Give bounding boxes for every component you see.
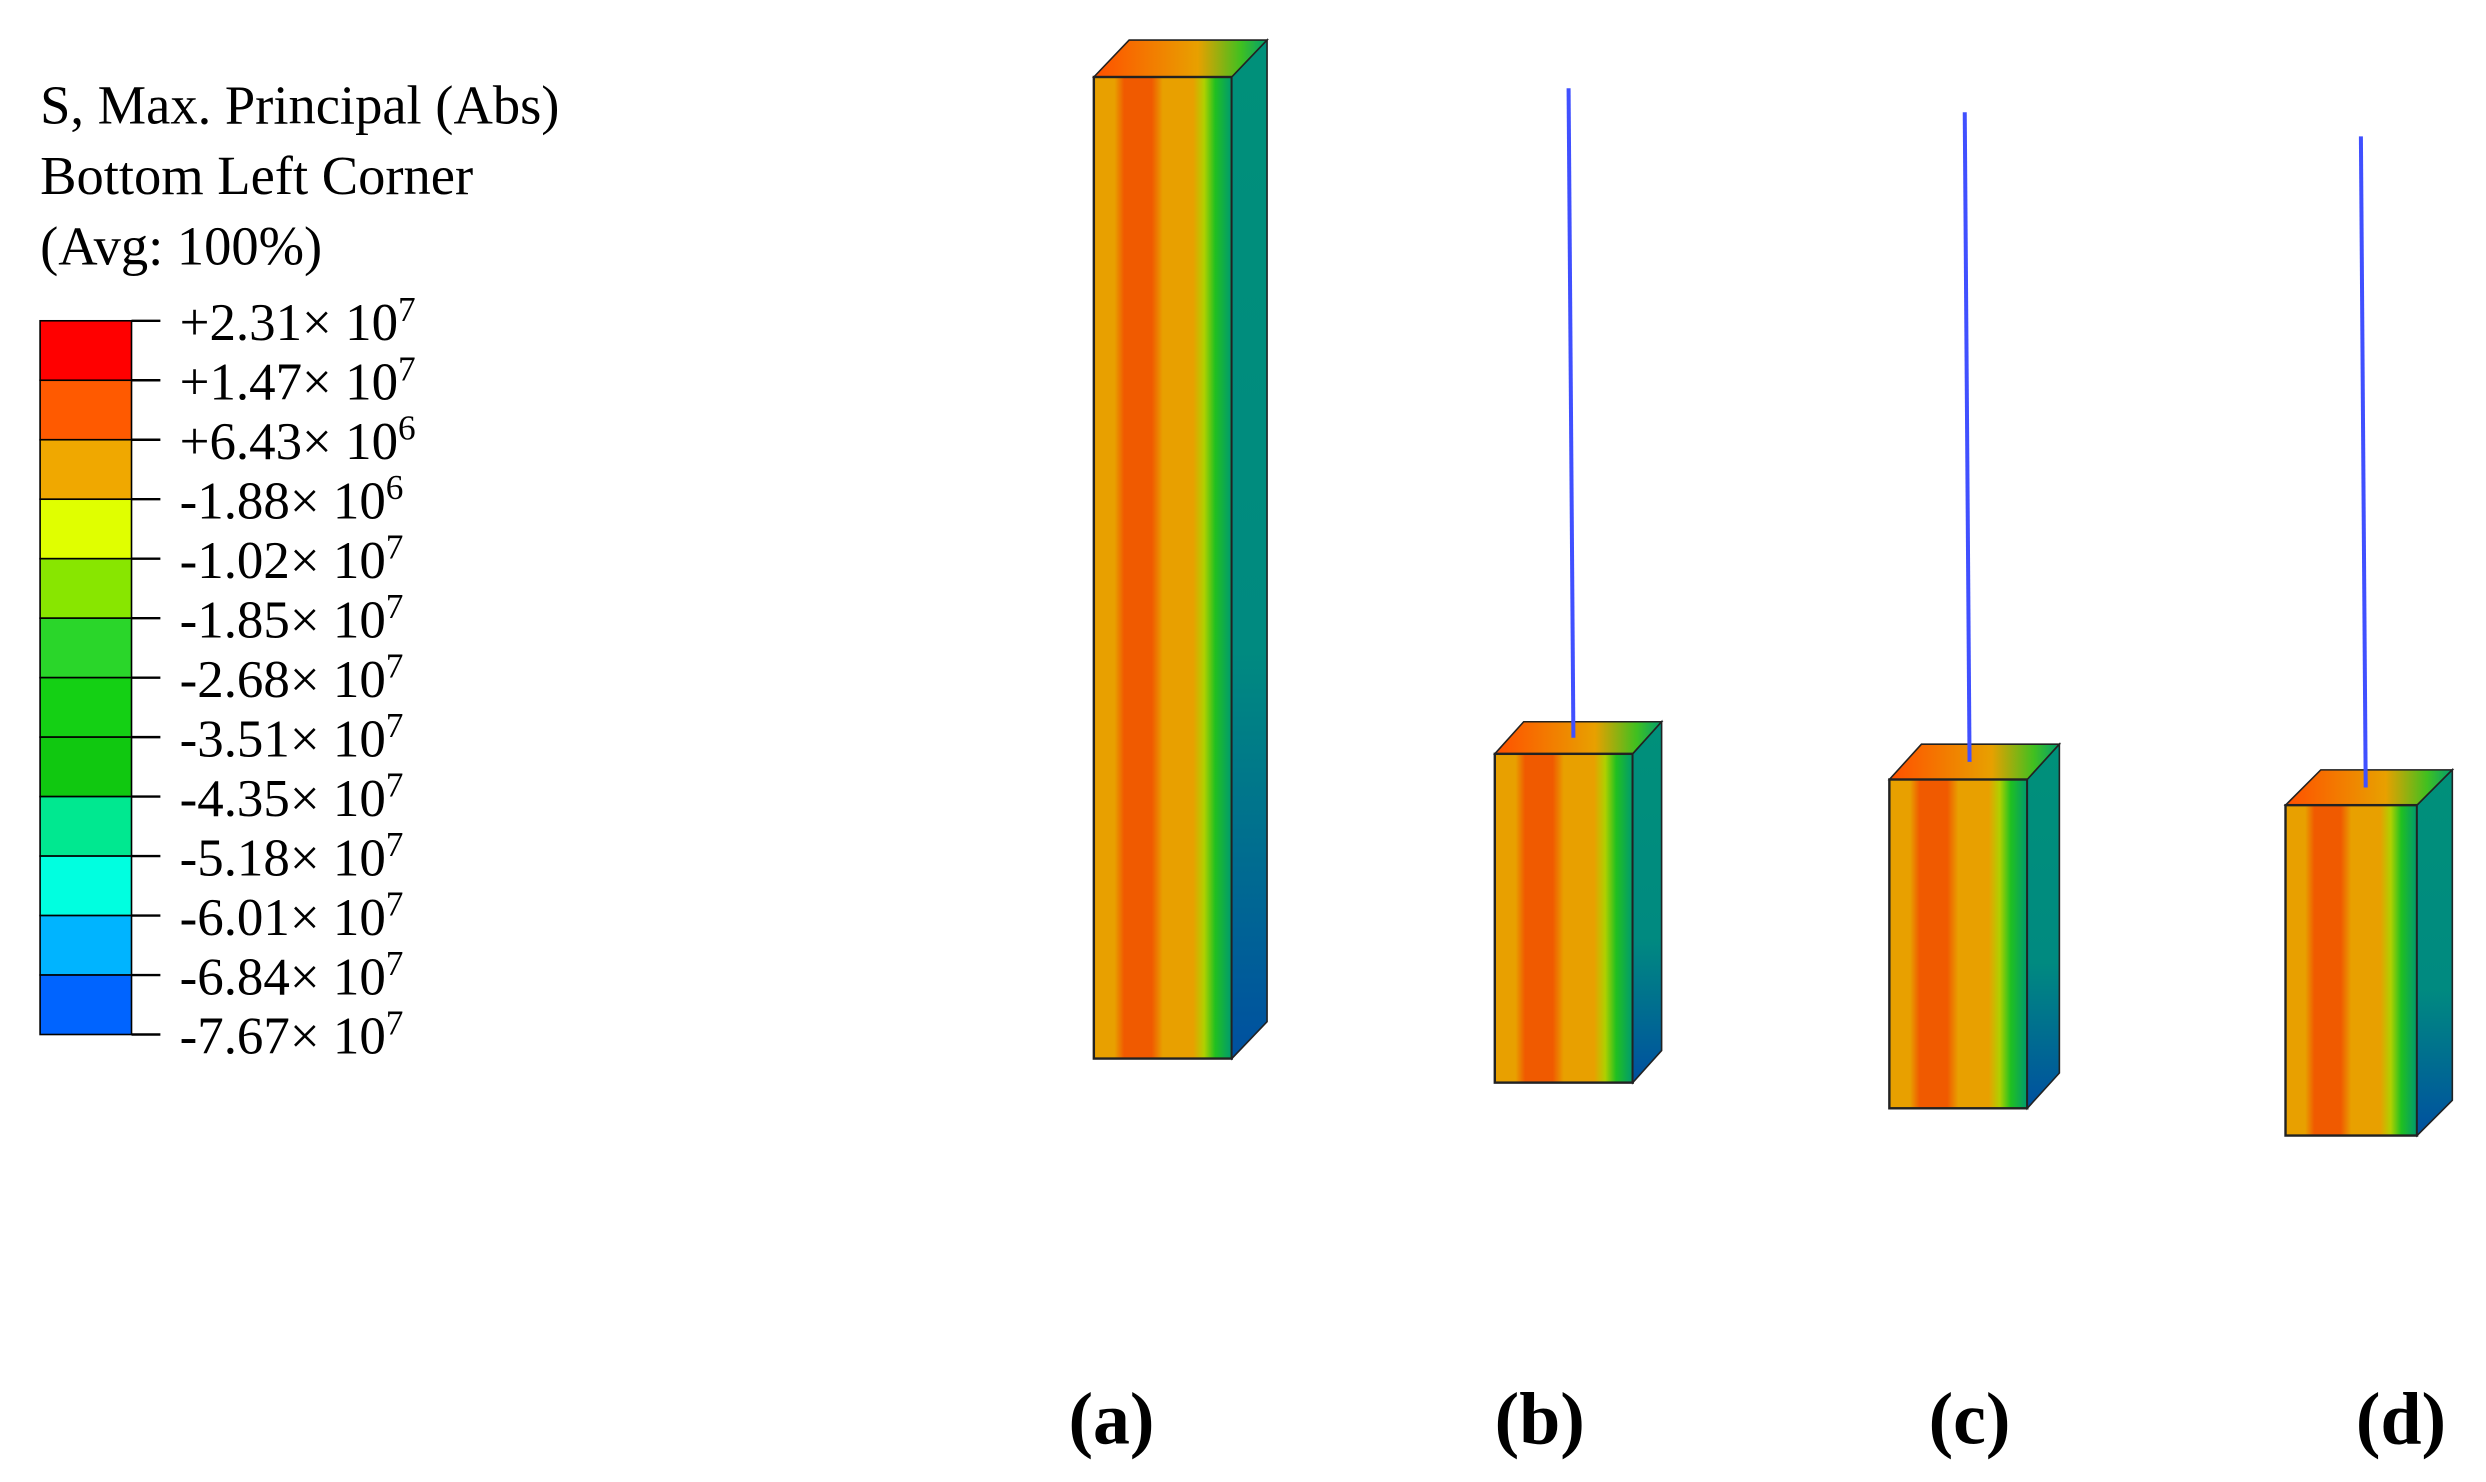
legend-label-base: +1.47× 10 (180, 354, 398, 412)
legend-swatch (39, 438, 133, 501)
legend-title: S, Max. Principal (Abs) (40, 75, 559, 136)
legend-label-exp: 7 (386, 885, 404, 924)
legend-label: -7.67× 107 (180, 1004, 404, 1066)
legend-swatch (39, 855, 133, 917)
column-model (1493, 88, 1664, 1085)
legend-swatch (39, 379, 133, 441)
legend-label: +6.43× 106 (180, 409, 416, 471)
legend-swatch (39, 795, 133, 857)
legend-label-base: -1.02× 10 (180, 532, 386, 590)
column-front (1092, 75, 1233, 1060)
panel-label: (d) (2356, 1377, 2446, 1459)
legend-label-exp: 7 (386, 528, 404, 567)
legend-swatch (39, 617, 133, 679)
legend-label-exp: 7 (398, 349, 416, 388)
legend-label: -4.35× 107 (180, 766, 404, 828)
legend-label-base: -2.68× 10 (180, 651, 386, 709)
legend-swatch (39, 914, 133, 976)
legend-label: -6.01× 107 (180, 885, 404, 947)
legend-label: -1.02× 107 (180, 528, 404, 590)
legend-label-base: -3.51× 10 (180, 710, 386, 768)
legend-label-exp: 6 (386, 468, 404, 507)
column-side (1631, 719, 1663, 1085)
legend-label-exp: 7 (398, 290, 416, 329)
legend-label-exp: 7 (386, 766, 404, 805)
legend-label-base: -4.35× 10 (180, 770, 386, 828)
panel-labels: (a) (b) (c) (d) (1068, 1377, 2446, 1459)
column-front (2284, 803, 2419, 1137)
legend-label-base: -5.18× 10 (180, 829, 386, 887)
legend-label-base: -6.84× 10 (180, 948, 386, 1006)
legend-label: +2.31× 107 (180, 290, 416, 352)
legend: S, Max. Principal (Abs) Bottom Left Corne… (39, 75, 559, 1066)
panel-label: (b) (1495, 1377, 1585, 1459)
column-model (2283, 136, 2455, 1138)
wire (1962, 112, 1972, 762)
legend-swatch (39, 557, 133, 619)
legend-swatch (39, 319, 133, 382)
legend-label-exp: 7 (386, 825, 404, 864)
legend-label: -3.51× 107 (180, 706, 404, 768)
column-model (1091, 38, 1269, 1061)
legend-label-base: -1.88× 10 (180, 472, 386, 530)
legend-swatch (39, 498, 133, 560)
panel-label: (c) (1929, 1377, 2011, 1459)
column-front (1493, 752, 1634, 1084)
models (1091, 38, 2455, 1138)
legend-label-exp: 7 (386, 587, 404, 626)
legend-label-base: -7.67× 10 (180, 1008, 386, 1066)
legend-swatch (39, 974, 133, 1036)
legend-title: (Avg: 100%) (40, 216, 322, 277)
legend-label-base: +2.31× 10 (180, 294, 398, 352)
legend-label-base: -1.85× 10 (180, 591, 386, 649)
legend-label: -6.84× 107 (180, 944, 404, 1006)
legend-label-base: +6.43× 10 (180, 413, 398, 471)
column-side (1230, 38, 1268, 1061)
legend-label-exp: 7 (386, 944, 404, 983)
legend-title: Bottom Left Corner (40, 145, 473, 206)
legend-label-base: -6.01× 10 (180, 889, 386, 947)
legend-label-exp: 6 (398, 409, 416, 448)
legend-label: -5.18× 107 (180, 825, 404, 887)
column-model (1887, 112, 2062, 1111)
column-side (2026, 742, 2061, 1111)
legend-label-exp: 7 (386, 647, 404, 686)
legend-label: +1.47× 107 (180, 349, 416, 411)
column-front (1888, 778, 2029, 1110)
wire (2358, 136, 2368, 788)
wire (1566, 88, 1576, 738)
legend-swatch (39, 676, 133, 738)
legend-label: -1.88× 106 (180, 468, 404, 530)
legend-label-exp: 7 (386, 706, 404, 745)
legend-label: -1.85× 107 (180, 587, 404, 649)
legend-label-exp: 7 (386, 1004, 404, 1043)
panel-label: (a) (1068, 1377, 1154, 1459)
legend-swatch (39, 736, 133, 798)
legend-label: -2.68× 107 (180, 647, 404, 709)
column-side (2416, 767, 2454, 1138)
